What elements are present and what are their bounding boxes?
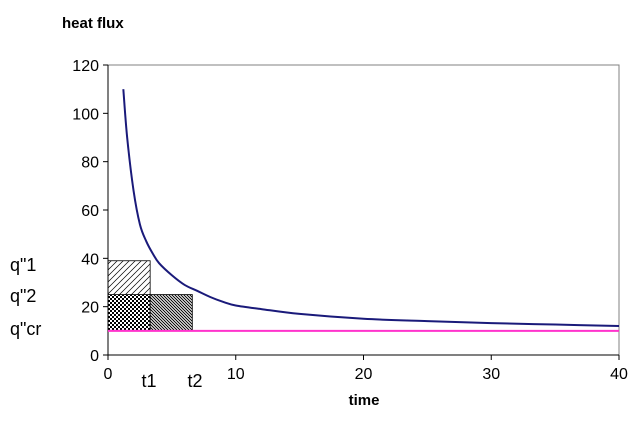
y-tick-label: 100 [72,106,99,123]
x-ticks: 0 10 20 30 40 [104,355,628,383]
y-ticks: 0 20 40 60 80 100 120 [72,58,108,365]
y-axis-title: heat flux [62,15,124,32]
x-tick-label: 0 [104,366,113,383]
x-tick-label: 40 [610,366,628,383]
y-tick-label: 40 [81,251,99,268]
q1-label: q"1 [10,255,36,275]
series-group [108,89,620,332]
qcr-label: q"cr [10,319,41,339]
x-tick-label: 20 [355,366,373,383]
x-tick-label: 30 [482,366,500,383]
shaded-regions [107,260,193,332]
y-tick-label: 60 [81,203,99,220]
q2-label: q"2 [10,286,36,306]
y-tick-label: 0 [90,348,99,365]
y-tick-label: 20 [81,300,99,317]
shaded-region-3 [149,294,193,332]
heat-flux-curve [122,89,620,327]
shaded-region-2 [107,294,151,332]
t1-label: t1 [141,371,156,391]
y-tick-label: 120 [72,58,99,75]
x-axis-title: time [349,392,380,409]
y-tick-label: 80 [81,155,99,172]
x-tick-label: 10 [227,366,245,383]
t2-label: t2 [187,371,202,391]
